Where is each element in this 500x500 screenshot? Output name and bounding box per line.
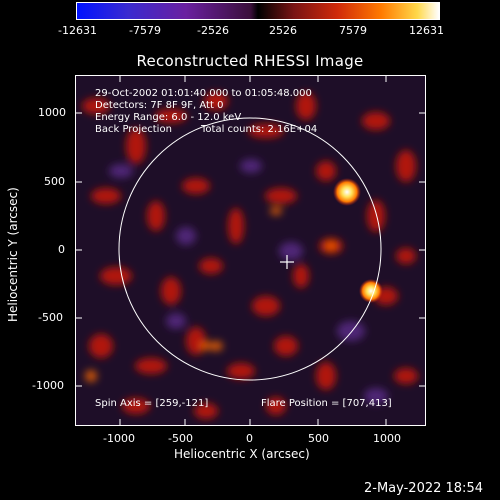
- flare-hotspot: [359, 279, 383, 303]
- y-tick-label: 500: [44, 175, 65, 188]
- image-title: Reconstructed RHESSI Image: [136, 52, 364, 70]
- x-tick-label: 500: [308, 432, 329, 445]
- colorbar-tick-label: -12631: [58, 24, 97, 37]
- y-tick-label: -1000: [32, 379, 64, 392]
- x-tick-label: -1000: [103, 432, 135, 445]
- y-tick-label: -500: [38, 311, 63, 324]
- method-text: Back Projection: [95, 124, 172, 135]
- generation-timestamp: 2-May-2022 18:54: [364, 481, 483, 496]
- x-tick-label: -500: [168, 432, 193, 445]
- spin-axis-text: Spin Axis = [259,-121]: [95, 398, 209, 409]
- solar-limb-circle: [118, 117, 382, 381]
- colorbar: [76, 2, 440, 20]
- time-range-text: 29-Oct-2002 01:01:40.000 to 01:05:48.000: [95, 88, 312, 99]
- flare-position-text: Flare Position = [707,413]: [261, 398, 392, 409]
- y-axis-label: Heliocentric Y (arcsec): [6, 187, 20, 322]
- y-tick-label: 0: [58, 243, 65, 256]
- x-axis-label: Heliocentric X (arcsec): [174, 447, 310, 461]
- colorbar-tick-label: 12631: [409, 24, 444, 37]
- solar-image-svg: [76, 76, 425, 425]
- colorbar-tick-label: 2526: [269, 24, 297, 37]
- detectors-text: Detectors: 7F 8F 9F, Att 0: [95, 100, 224, 111]
- spin-axis-marker: [280, 255, 294, 269]
- x-tick-label: 0: [246, 432, 253, 445]
- colorbar-tick-label: 7579: [339, 24, 367, 37]
- energy-range-text: Energy Range: 6.0 - 12.0 keV: [95, 112, 242, 123]
- total-counts-text: Total counts: 2.16E+04: [201, 124, 318, 135]
- colorbar-tick-label: -7579: [129, 24, 161, 37]
- x-tick-label: 1000: [373, 432, 401, 445]
- solar-image: [75, 75, 426, 426]
- speckle-pattern: [82, 92, 418, 419]
- flare-hotspot: [333, 178, 361, 206]
- colorbar-tick-label: -2526: [197, 24, 229, 37]
- y-tick-label: 1000: [38, 106, 66, 119]
